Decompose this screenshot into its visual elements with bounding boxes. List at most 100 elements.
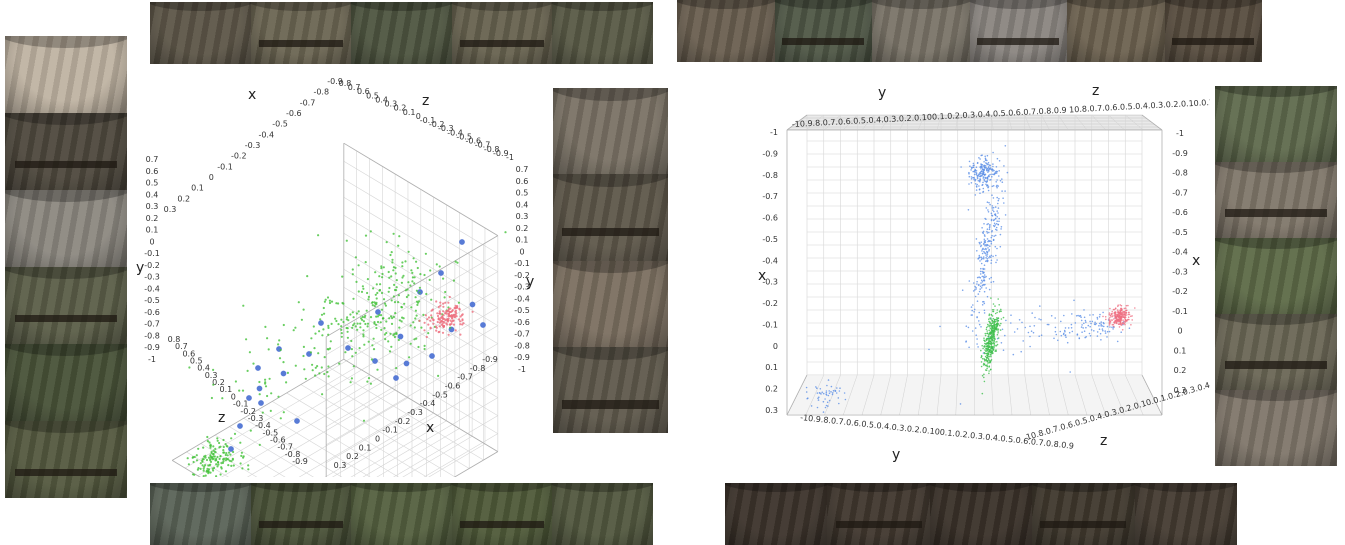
right-point-1279	[1125, 309, 1128, 312]
left-point-145	[352, 297, 355, 300]
right-point-397	[995, 185, 998, 188]
right-point-390	[983, 302, 986, 305]
right-point-1021	[986, 332, 989, 335]
right-z-axis-title-bottom: z	[1100, 433, 1107, 449]
right-point-654	[1040, 334, 1043, 337]
right-point-809	[990, 297, 992, 299]
right-point-65	[991, 185, 994, 188]
right-point-404	[981, 275, 984, 278]
right-point-369	[980, 262, 983, 265]
right-point-853	[981, 392, 984, 395]
right-point-444	[983, 223, 985, 225]
left-point-91	[380, 291, 384, 295]
right-point-1262	[1114, 311, 1117, 313]
left-x-top-tick-9: -0.6	[286, 109, 302, 118]
right-point-1038	[982, 347, 984, 350]
right-point-37	[984, 165, 987, 167]
right-point-1105	[1113, 325, 1115, 328]
left-point-452	[327, 365, 330, 368]
left-y-right-tick-17: -1	[518, 365, 526, 374]
right-point-1036	[988, 346, 990, 348]
right-point-717	[992, 309, 995, 311]
right-point-388	[992, 185, 995, 187]
left-z-top-tick-15: -0.7	[475, 141, 491, 150]
left-point-608	[418, 319, 421, 322]
right-point-936	[992, 325, 994, 327]
right-point-145	[984, 157, 987, 160]
left-point-116	[361, 285, 364, 288]
right-point-87	[972, 166, 974, 169]
left-y-right-tick-16: -0.9	[514, 353, 530, 362]
right-point-198	[984, 159, 987, 162]
left-point-70	[323, 300, 326, 303]
left-point-248	[397, 301, 400, 304]
right-point-70	[987, 189, 990, 192]
left-point-51	[404, 260, 407, 263]
right-point-127	[995, 170, 998, 173]
right-point-20	[969, 165, 971, 167]
left-point-187	[456, 261, 459, 264]
right-point-1023	[990, 331, 993, 334]
left-point-536	[459, 320, 462, 323]
right-point-1000	[984, 364, 987, 367]
right-point-1046	[1123, 307, 1126, 310]
left-point-597	[427, 316, 431, 319]
right-point-946	[984, 334, 987, 337]
right-point-559	[831, 392, 834, 394]
right-point-555	[819, 388, 822, 390]
right-point-207	[988, 255, 991, 258]
right-point-1039	[986, 350, 988, 352]
right-point-1270	[1118, 311, 1121, 313]
left-point-246	[381, 317, 384, 320]
left-point-52	[340, 325, 343, 328]
left-y-left-tick-15: -0.8	[144, 331, 160, 340]
left-point-605	[442, 310, 445, 313]
left-point-614	[448, 295, 451, 299]
right-point-491	[1093, 323, 1096, 325]
left-point-32	[349, 313, 352, 316]
left-x-bottom-tick-9: -0.6	[445, 382, 461, 391]
left-point-453	[362, 320, 365, 323]
right-point-5	[998, 170, 1000, 172]
left-point-386	[207, 472, 210, 475]
right-point-798	[997, 337, 1000, 339]
right-point-424	[998, 175, 1000, 177]
right-point-578	[830, 385, 833, 388]
left-point-347	[239, 441, 242, 444]
right-point-421	[981, 284, 984, 287]
right-point-346	[994, 217, 997, 220]
right-point-1019	[988, 370, 990, 372]
left-point-455	[312, 325, 315, 328]
left-point-62	[407, 281, 410, 284]
left-point-475	[258, 443, 261, 446]
right-point-496	[1071, 330, 1074, 333]
left-point-487	[372, 348, 376, 351]
right-point-327	[986, 201, 989, 203]
left-y-left-tick-4: 0.3	[146, 202, 159, 211]
right-point-1037	[988, 359, 991, 362]
right-point-248	[985, 207, 988, 209]
left-3d-scatter-svg: 0.30.20.10-0.1-0.2-0.3-0.4-0.5-0.6-0.7-0…	[136, 77, 534, 477]
left-point-108	[397, 294, 400, 297]
right-point-874	[995, 350, 997, 353]
right-point-399	[990, 259, 993, 262]
left-point-495	[277, 395, 280, 398]
right-point-360	[984, 217, 986, 220]
left-point-671	[458, 307, 461, 310]
left-point-352	[219, 473, 222, 476]
left-point-644	[437, 305, 440, 309]
left-point-98	[366, 291, 369, 295]
right-point-392	[983, 264, 986, 266]
right-point-338	[986, 250, 988, 253]
left-point-491	[258, 380, 261, 384]
left-point-133	[452, 279, 455, 282]
left-point-63	[401, 265, 404, 268]
right-point-542	[1060, 334, 1063, 337]
left-point-39	[379, 321, 382, 324]
right-point-507	[1102, 325, 1105, 328]
left-point-277	[429, 269, 432, 272]
right-point-929	[991, 326, 993, 329]
right-point-280	[1004, 214, 1007, 216]
left-point-50	[387, 290, 390, 293]
right-x-right-tick-11: 0.1	[1174, 346, 1187, 355]
